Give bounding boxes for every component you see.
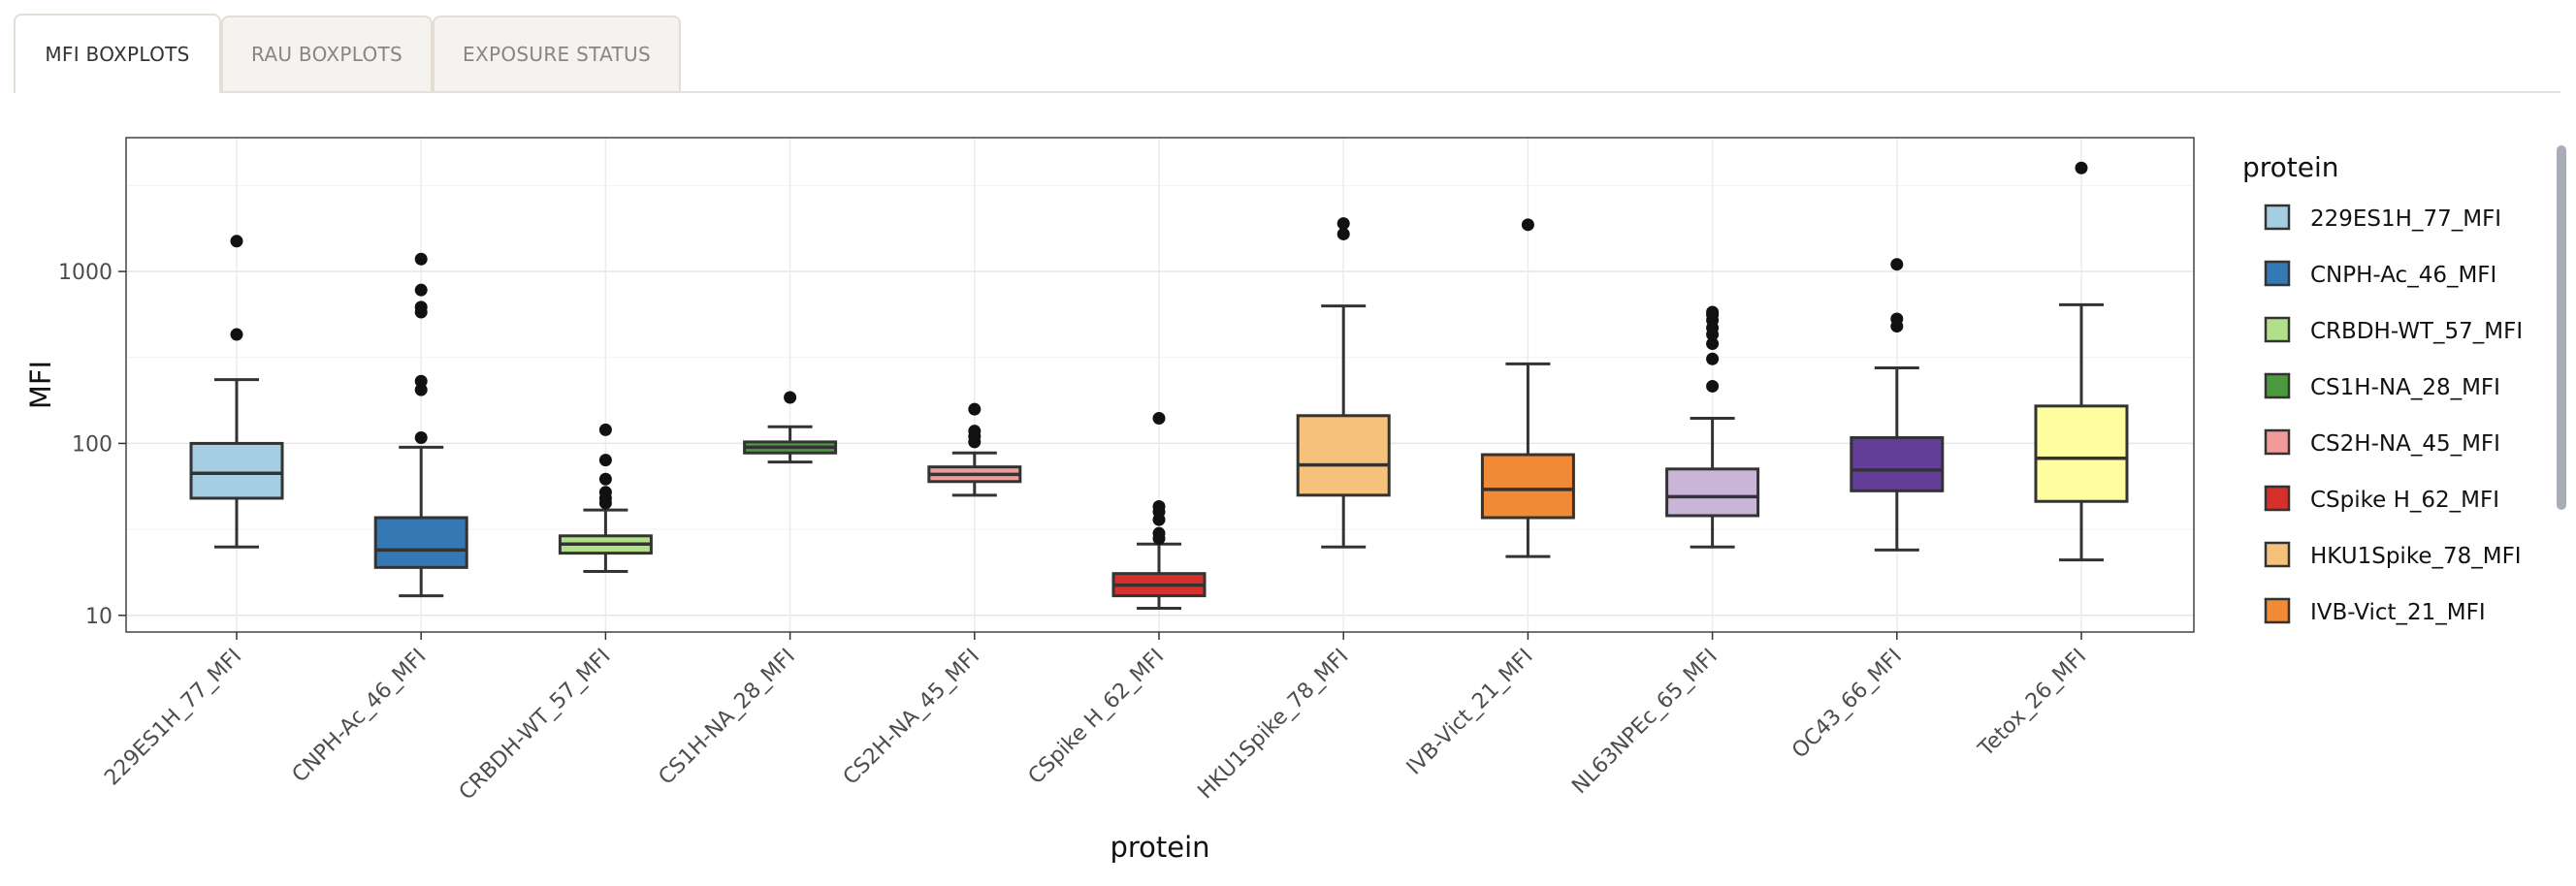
box [2034,404,2129,503]
x-axis-title: protein [1110,831,1209,864]
tab-exposure-status[interactable]: EXPOSURE STATUS [433,16,681,91]
legend-swatch [2264,316,2291,343]
x-tick-label: IVB-Vict_21_MFI [1402,645,1538,780]
legend-swatch [2264,541,2291,568]
outlier-point [1890,312,1904,326]
legend-label: CSpike H_62_MFI [2310,488,2499,513]
outlier-point [1152,499,1166,513]
x-tick-label: 229ES1H_77_MFI [100,645,246,791]
legend-scrollbar[interactable] [2557,145,2566,510]
outlier-point [1521,218,1534,232]
outlier-point [414,374,428,388]
outlier-point [1336,227,1350,240]
outlier-point [1890,258,1904,271]
box [1850,435,1945,492]
x-tick-label: CS1H-NA_28_MFI [655,645,800,790]
outlier-point [598,472,612,486]
legend-swatch [2264,204,2291,231]
x-tick-label: CS2H-NA_45_MFI [839,645,984,790]
legend-title: protein [2242,151,2339,183]
outlier-point [968,402,982,416]
box [1665,467,1760,518]
outlier-point [414,283,428,297]
legend-label: CRBDH-WT_57_MFI [2310,319,2523,344]
outlier-point [784,391,797,404]
y-tick-label: 1000 [58,261,113,285]
outlier-point [598,423,612,436]
x-tick-label: OC43_66_MFI [1787,645,1907,764]
outlier-point [1706,379,1720,393]
outlier-point [1336,217,1350,231]
x-tick-label: CNPH-Ac_46_MFI [288,645,432,788]
tab-mfi-boxplots[interactable]: MFI BOXPLOTS [14,14,221,93]
legend-label: 229ES1H_77_MFI [2310,206,2501,232]
outlier-point [230,235,243,248]
outlier-point [414,430,428,444]
outlier-point [414,301,428,314]
legend-label: CS1H-NA_28_MFI [2310,375,2500,400]
box [189,441,284,500]
legend-swatch [2264,485,2291,512]
tab-bar-baseline [14,91,2560,93]
legend-label: CS2H-NA_45_MFI [2310,431,2500,457]
box [373,516,468,569]
outlier-point [1706,337,1720,351]
x-tick-label: CSpike H_62_MFI [1024,645,1170,790]
box [1480,453,1575,520]
outlier-point [1152,412,1166,426]
outlier-point [2075,161,2088,174]
legend-swatch [2264,428,2291,456]
outlier-point [598,454,612,467]
tab-rau-boxplots[interactable]: RAU BOXPLOTS [221,16,433,91]
outlier-point [598,486,612,499]
y-axis-title: MFI [24,361,57,409]
legend-swatch [2264,597,2291,624]
box [1296,414,1391,497]
y-tick-label: 10 [85,605,113,629]
x-tick-label: HKU1Spike_78_MFI [1194,645,1354,805]
outlier-point [230,328,243,341]
plot-border [125,137,2195,633]
x-tick-label: Tetox_26_MFI [1974,645,2091,762]
legend-swatch [2264,372,2291,399]
legend-label: CNPH-Ac_46_MFI [2310,263,2496,288]
legend-swatch [2264,260,2291,287]
x-tick-label: NL63NPEc_65_MFI [1567,645,1722,799]
tab-bar: MFI BOXPLOTS RAU BOXPLOTS EXPOSURE STATU… [14,14,2560,93]
outlier-point [1152,526,1166,540]
outlier-point [414,252,428,266]
x-tick-label: CRBDH-WT_57_MFI [455,645,616,806]
y-tick-label: 100 [72,432,113,457]
legend-label: HKU1Spike_78_MFI [2310,544,2522,569]
outlier-point [1706,305,1720,319]
outlier-point [968,425,982,438]
outlier-point [1706,352,1720,365]
legend-label: IVB-Vict_21_MFI [2310,600,2486,625]
